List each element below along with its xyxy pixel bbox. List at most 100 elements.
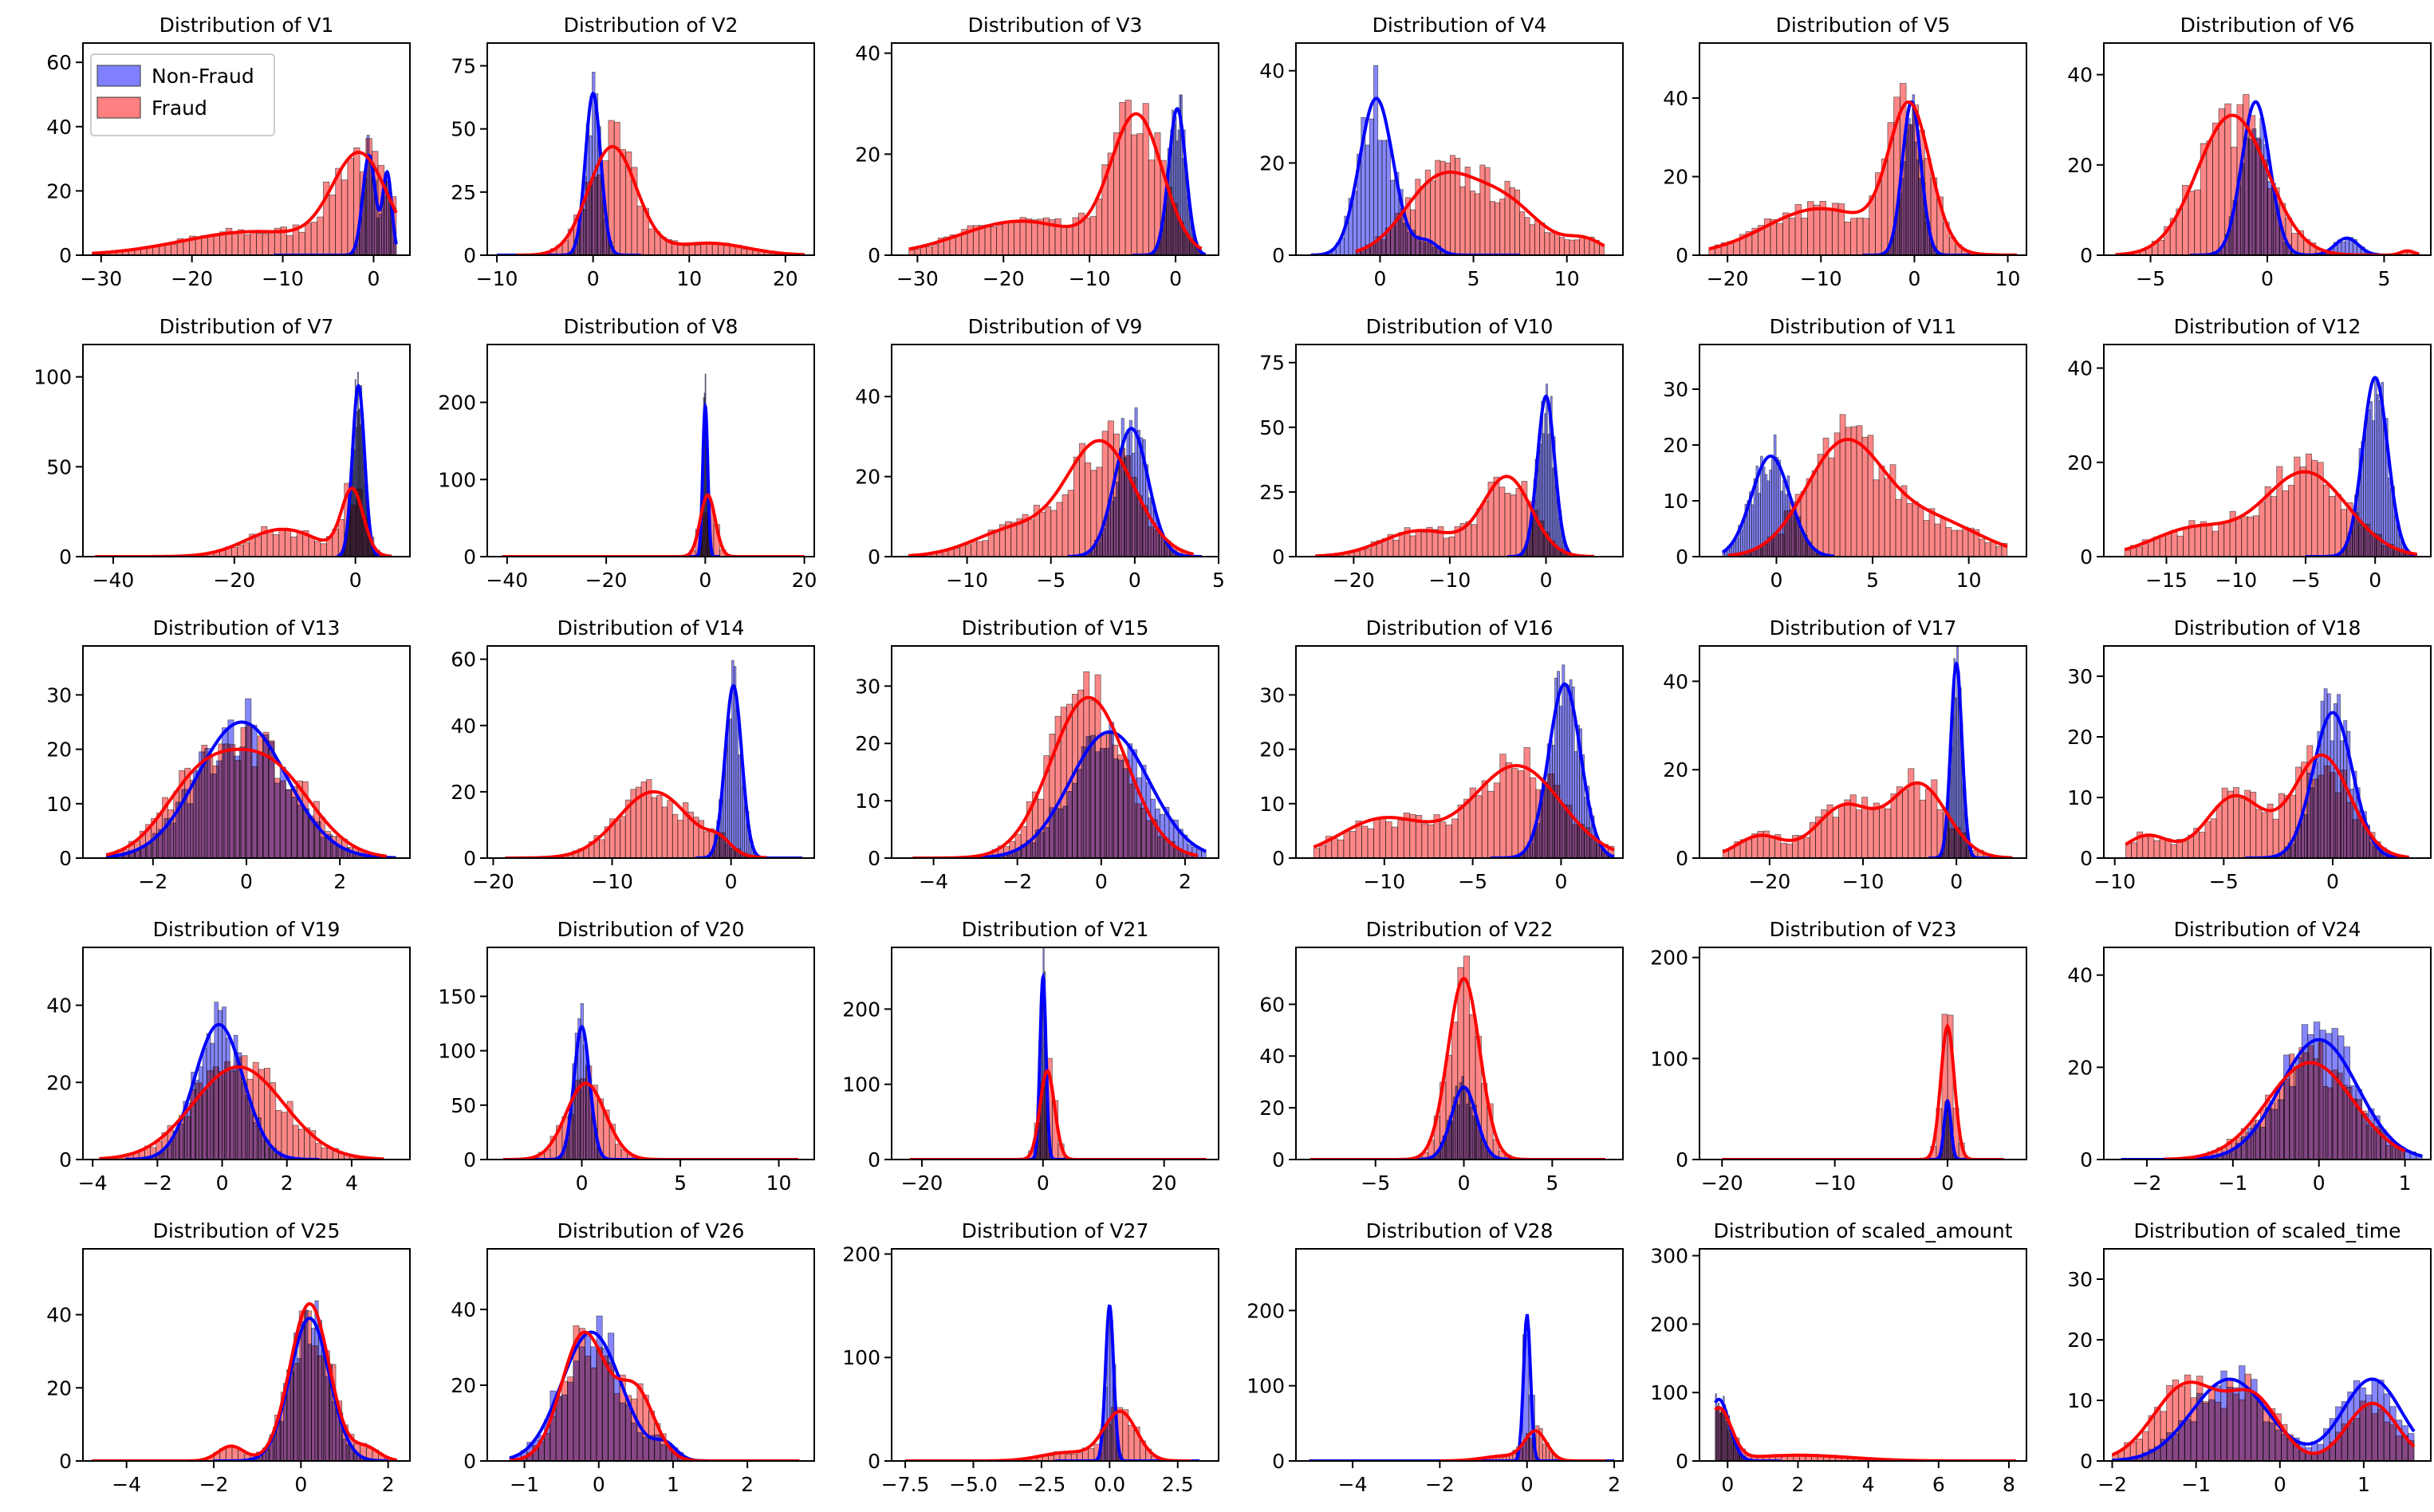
histogram-bar-fraud bbox=[1511, 768, 1518, 858]
y-tick-label: 40 bbox=[46, 994, 72, 1018]
subplot: Distribution of V16 −10 −5 0 0 10 20 30 bbox=[1259, 616, 1624, 893]
histogram-bar-fraud bbox=[243, 234, 251, 255]
histogram-bar-fraud bbox=[729, 246, 736, 255]
plot-area bbox=[2121, 1022, 2423, 1160]
kde-line-fraud bbox=[99, 1065, 384, 1160]
histogram-bar-fraud bbox=[585, 1355, 592, 1461]
subplot-title: Distribution of V18 bbox=[2174, 616, 2361, 640]
histogram-bar-fraud bbox=[1890, 793, 1897, 858]
histogram-bar-fraud bbox=[1088, 1447, 1095, 1461]
subplot-title: Distribution of V23 bbox=[1770, 918, 1957, 941]
x-tick-label: −20 bbox=[171, 267, 213, 290]
subplot-title: Distribution of V6 bbox=[2180, 14, 2355, 37]
subplot-title: Distribution of scaled_time bbox=[2133, 1219, 2401, 1242]
y-tick-label: 0 bbox=[1676, 847, 1688, 870]
histogram-bar-fraud bbox=[555, 1396, 562, 1461]
axes-frame bbox=[2103, 1248, 2432, 1462]
histogram-bar-fraud bbox=[1031, 219, 1038, 255]
x-tick-label: 0 bbox=[294, 1473, 307, 1496]
histogram-bar-fraud bbox=[1130, 134, 1138, 255]
histogram-bar-non-fraud bbox=[2374, 377, 2377, 557]
axes-frame bbox=[1295, 947, 1624, 1160]
histogram-bar-fraud bbox=[2270, 1102, 2275, 1160]
plot-area bbox=[505, 660, 803, 858]
kde-line-non-fraud bbox=[2112, 1377, 2416, 1461]
histogram-bar-fraud bbox=[1153, 529, 1160, 557]
histogram-bar-fraud bbox=[1828, 457, 1835, 557]
histogram-bar-fraud bbox=[2148, 834, 2155, 858]
y-tick-label: 10 bbox=[855, 789, 880, 813]
histogram-bar-fraud bbox=[278, 529, 286, 557]
histogram-bar-fraud bbox=[1517, 770, 1525, 858]
y-tick-label: 20 bbox=[855, 732, 880, 755]
histogram-bar-fraud bbox=[620, 149, 627, 255]
histogram-bar-fraud bbox=[1061, 494, 1069, 557]
x-tick-label: −20 bbox=[585, 569, 628, 592]
histogram-bar-fraud bbox=[1923, 520, 1930, 557]
axes-frame bbox=[1699, 1248, 2027, 1462]
subplot-title: Distribution of V1 bbox=[160, 14, 334, 37]
histogram-bar-fraud bbox=[2395, 1148, 2401, 1160]
axes-frame bbox=[82, 1248, 411, 1462]
subplot: Distribution of V1 −30 −20 −10 0 0 20 40 60 Non-F… bbox=[46, 14, 411, 290]
histogram-bar-fraud bbox=[1504, 493, 1511, 557]
histogram-bar-fraud bbox=[2223, 522, 2231, 557]
histogram-bar-fraud bbox=[2365, 1124, 2372, 1160]
y-tick-label: 20 bbox=[46, 1071, 72, 1094]
y-tick-label: 40 bbox=[451, 1298, 476, 1321]
plot-area bbox=[509, 1315, 800, 1461]
histogram-bar-fraud bbox=[171, 243, 178, 255]
histogram-bar-fraud bbox=[688, 243, 695, 255]
histogram-bar-fraud bbox=[246, 725, 253, 858]
plot-area bbox=[1708, 83, 2018, 255]
histogram-bar-fraud bbox=[1495, 202, 1501, 255]
plot-area bbox=[91, 1300, 397, 1461]
histogram-bar-fraud bbox=[184, 1116, 191, 1160]
subplot: Distribution of V27 −7.5 −5.0 −2.5 0.0 2.5 0 10… bbox=[842, 1219, 1219, 1496]
histogram-bar-fraud bbox=[1469, 191, 1475, 255]
histogram-bar-fraud bbox=[1337, 839, 1345, 858]
histogram-bar-fraud bbox=[1845, 427, 1852, 557]
histogram-bar-fraud bbox=[297, 1128, 305, 1160]
histogram-bar-fraud bbox=[308, 537, 315, 557]
y-tick-label: 20 bbox=[1663, 165, 1688, 188]
subplot-title: Distribution of V9 bbox=[968, 315, 1143, 338]
histogram-bar-fraud bbox=[926, 246, 933, 255]
kde-line-non-fraud bbox=[274, 154, 398, 255]
kde-line-non-fraud bbox=[522, 1025, 661, 1160]
histogram-bar-fraud bbox=[1157, 836, 1164, 858]
histogram-bar-fraud bbox=[1867, 807, 1874, 858]
x-tick-label: 2.5 bbox=[1162, 1473, 1194, 1496]
y-tick-label: 0 bbox=[59, 1148, 72, 1171]
plot-area bbox=[1310, 65, 1605, 255]
x-tick-label: 5 bbox=[1546, 1171, 1558, 1195]
histogram-bar-fraud bbox=[1027, 519, 1034, 557]
histogram-bar-fraud bbox=[2353, 1418, 2361, 1461]
histogram-bar-fraud bbox=[298, 231, 305, 255]
y-tick-label: 30 bbox=[2067, 1268, 2093, 1291]
histogram-bar-fraud bbox=[1956, 530, 1963, 557]
kde-line-fraud bbox=[1727, 438, 2008, 557]
axes-frame bbox=[1699, 947, 2027, 1160]
histogram-bar-fraud bbox=[672, 813, 679, 858]
y-tick-label: 0 bbox=[463, 1450, 476, 1473]
x-tick-label: 6 bbox=[1932, 1473, 1945, 1496]
kde-line-fraud bbox=[1314, 474, 1594, 557]
subplot-title: Distribution of V3 bbox=[968, 14, 1143, 37]
histogram-bar-fraud bbox=[636, 206, 644, 255]
histogram-bar-fraud bbox=[931, 244, 939, 255]
kde-line-fraud bbox=[905, 1409, 1191, 1461]
histogram-bar-fraud bbox=[274, 778, 281, 858]
x-tick-label: 0 bbox=[1373, 267, 1386, 290]
histogram-bar-fraud bbox=[1554, 232, 1560, 255]
subplot-title: Distribution of V26 bbox=[557, 1219, 745, 1242]
plot-area bbox=[908, 94, 1207, 255]
y-tick-label: 60 bbox=[1259, 993, 1285, 1016]
histogram-bar-fraud bbox=[549, 1416, 557, 1461]
y-tick-label: 20 bbox=[46, 738, 72, 762]
histogram-bar-fraud bbox=[1487, 790, 1495, 858]
x-tick-label: −20 bbox=[1701, 1171, 1743, 1195]
